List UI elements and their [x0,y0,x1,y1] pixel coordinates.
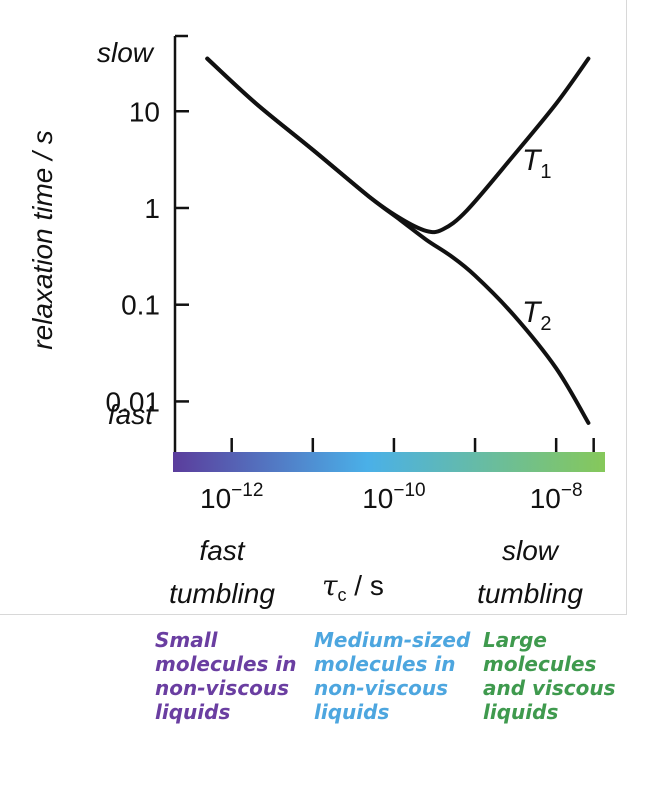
note-large-molecules: Large molecules and viscous liquids [483,628,616,724]
note-line: molecules in [314,652,456,676]
relaxation-chart: 10 1 0.1 0.01 10−12 10−10 10−8 relaxation tim… [27,34,605,609]
x-axis-colorbar [173,452,605,472]
x-tick-label: 10−12 [200,480,263,514]
note-line: liquids [155,700,231,724]
x-axis-fast-tumbling-label: tumbling [169,578,275,609]
note-line: Small [155,628,218,652]
note-line: liquids [483,700,559,724]
divider-vertical [626,0,627,615]
note-line: Medium-sized [314,628,471,652]
x-axis-slow-label: slow [502,535,560,566]
y-tick-label: 0.1 [121,290,160,321]
note-small-molecules: Small molecules in non-viscous liquids [155,628,296,724]
y-axis-slow-label: slow [97,37,155,68]
note-medium-molecules: Medium-sized molecules in non-viscous li… [314,628,470,724]
y-tick-label: 1 [144,193,160,224]
note-line: non-viscous [314,676,449,700]
y-tick-label: 10 [129,96,160,127]
note-line: Large [483,628,547,652]
x-tick-label: 10−10 [362,480,425,514]
series-line-t2 [205,56,591,425]
x-axis-fast-label: fast [199,535,245,566]
note-line: non-viscous [155,676,290,700]
y-axis-line [173,34,188,452]
x-axis-slow-tumbling-label: tumbling [477,578,583,609]
y-tick-label: 0.01 [106,386,161,417]
series-label-t1: T1 [522,144,551,183]
molecule-categories: Small molecules in non-viscous liquids M… [0,628,652,778]
y-axis-fast-label: fast [108,399,154,430]
note-line: and viscous [483,676,616,700]
y-axis-label: relaxation time / s [27,130,58,349]
divider-horizontal [0,614,627,615]
series-label-t2: T2 [522,296,551,335]
note-line: liquids [314,700,390,724]
x-tick-label: 10−8 [530,480,583,514]
note-line: molecules [483,652,597,676]
x-axis-label: τc / s [322,569,384,605]
note-line: molecules in [155,652,297,676]
